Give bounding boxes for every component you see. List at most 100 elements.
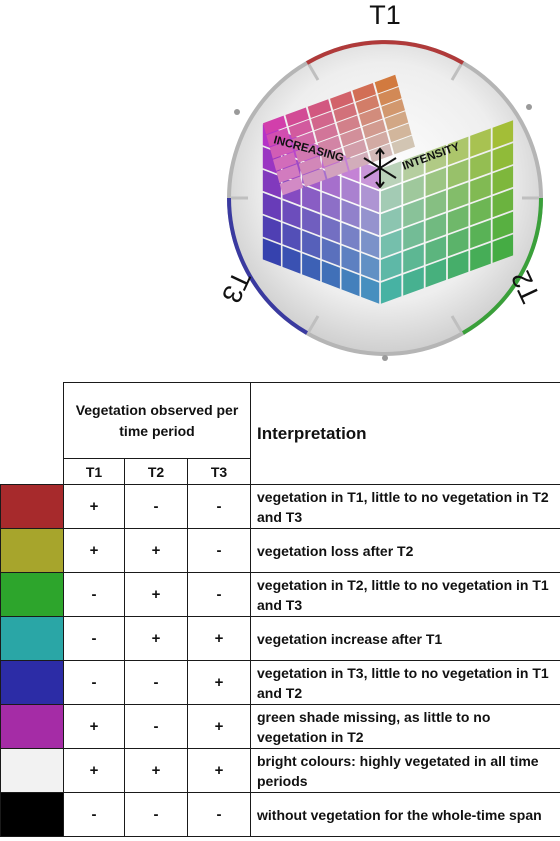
interpretation-text: green shade missing, as little to no veg… [250, 704, 560, 749]
cube-cell [378, 87, 402, 106]
color-swatch [0, 792, 64, 837]
symbol-t1: - [63, 792, 125, 837]
cube-cell [276, 164, 300, 183]
table-row: - + - vegetation in T2, little to no vegeta… [0, 572, 560, 617]
symbol-t3: + [187, 616, 251, 661]
interpretation-text: bright colours: highly vegetated in all … [250, 748, 560, 793]
cube-cell [340, 127, 364, 147]
cube-cell [361, 275, 380, 304]
cube-cell [403, 152, 424, 182]
color-swatch [0, 528, 64, 573]
symbol-t1: + [63, 484, 125, 529]
cube-cell [361, 230, 380, 259]
cube-cell [492, 188, 514, 218]
cube-cell [492, 211, 514, 241]
ring-divider [306, 62, 320, 81]
cube-cell [321, 169, 340, 198]
symbol-t2: - [124, 792, 188, 837]
cube-cell [302, 168, 326, 187]
symbol-t1: + [63, 748, 125, 793]
cube-cell [262, 192, 281, 221]
cube-cell [262, 238, 281, 267]
cube-cell [361, 207, 380, 236]
cube-cell [361, 253, 380, 281]
header-t3: T3 [187, 458, 251, 485]
cube-cell [403, 244, 424, 273]
cube-cell [302, 253, 321, 282]
color-swatch [0, 704, 64, 749]
cube-cell [362, 119, 386, 139]
cube-cell [374, 74, 399, 94]
cube-cell [403, 267, 424, 296]
cube-cell [470, 219, 491, 249]
symbol-t3: + [187, 748, 251, 793]
table-row: + - - vegetation in T1, little to no vegeta… [0, 484, 560, 529]
table-row: - + + vegetation increase after T1 [0, 616, 560, 661]
cube-cell [282, 200, 301, 229]
cube-cell [365, 131, 390, 151]
cube-cell [341, 268, 360, 297]
symbol-t1: - [63, 616, 125, 661]
symbol-t1: + [63, 704, 125, 749]
cube-cell [403, 175, 424, 205]
interpretation-text: vegetation in T3, little to no vegetatio… [250, 660, 560, 705]
cube-cell [380, 275, 402, 304]
cube-cell [380, 183, 402, 213]
ring-dot [234, 109, 240, 115]
interpretation-header: Interpretation [250, 382, 560, 485]
cube-cell [314, 123, 338, 143]
cube-cell [352, 83, 376, 102]
cube-cell [324, 160, 348, 179]
cube-cell [425, 258, 447, 288]
cube-cell [447, 227, 469, 257]
cube-cell [492, 120, 514, 149]
arc-label-t1: T1 [369, 0, 401, 30]
cube-cell [492, 234, 514, 263]
cube-cell [317, 135, 342, 155]
cube-cell [321, 260, 340, 289]
symbol-t3: + [187, 704, 251, 749]
cube-cell [263, 115, 287, 135]
cube-cell [343, 139, 367, 159]
header-t2: T2 [124, 458, 188, 485]
cube-cell [321, 238, 340, 266]
table-row: + + - vegetation loss after T2 [0, 528, 560, 573]
interpretation-text: vegetation in T1, little to no vegetatio… [250, 484, 560, 529]
cube-cell [470, 151, 491, 180]
symbol-t2: - [124, 704, 188, 749]
cube-cell [447, 159, 469, 188]
cube-cell [380, 229, 402, 259]
cube-cell [302, 230, 321, 259]
symbol-t2: + [124, 572, 188, 617]
color-cube [262, 74, 514, 304]
ring-dot [382, 355, 388, 361]
symbol-t3: - [187, 484, 251, 529]
cube-cell [447, 182, 469, 211]
cube-cell [361, 184, 380, 213]
cube-cell [298, 156, 323, 175]
cube-cell [425, 190, 447, 219]
ring-divider [450, 62, 464, 81]
cube-cell [279, 176, 304, 196]
ring-divider [450, 315, 464, 334]
cube-cell [355, 95, 380, 114]
color-swatch [0, 660, 64, 705]
cube-cell [321, 192, 340, 221]
color-legend-table: Vegetation observed per time period Inte… [0, 382, 560, 837]
t1-arc [306, 40, 464, 65]
cube-cell [391, 135, 415, 155]
cube-cell [492, 165, 514, 195]
cube-cell [361, 161, 380, 190]
cube-cell [285, 107, 309, 127]
cube-cell [269, 140, 294, 159]
cube-cell [321, 148, 345, 167]
symbol-t2: + [124, 616, 188, 661]
cube-cell [492, 143, 514, 172]
table-row: + + + bright colours: highly vegetated in a… [0, 748, 560, 793]
cube-cell [341, 245, 360, 274]
cube-cell [341, 222, 360, 251]
symbol-t2: - [124, 484, 188, 529]
vegetation-group-header: Vegetation observed per time period [63, 382, 251, 459]
cube-cell [262, 215, 281, 244]
interpretation-text: vegetation loss after T2 [250, 528, 560, 573]
